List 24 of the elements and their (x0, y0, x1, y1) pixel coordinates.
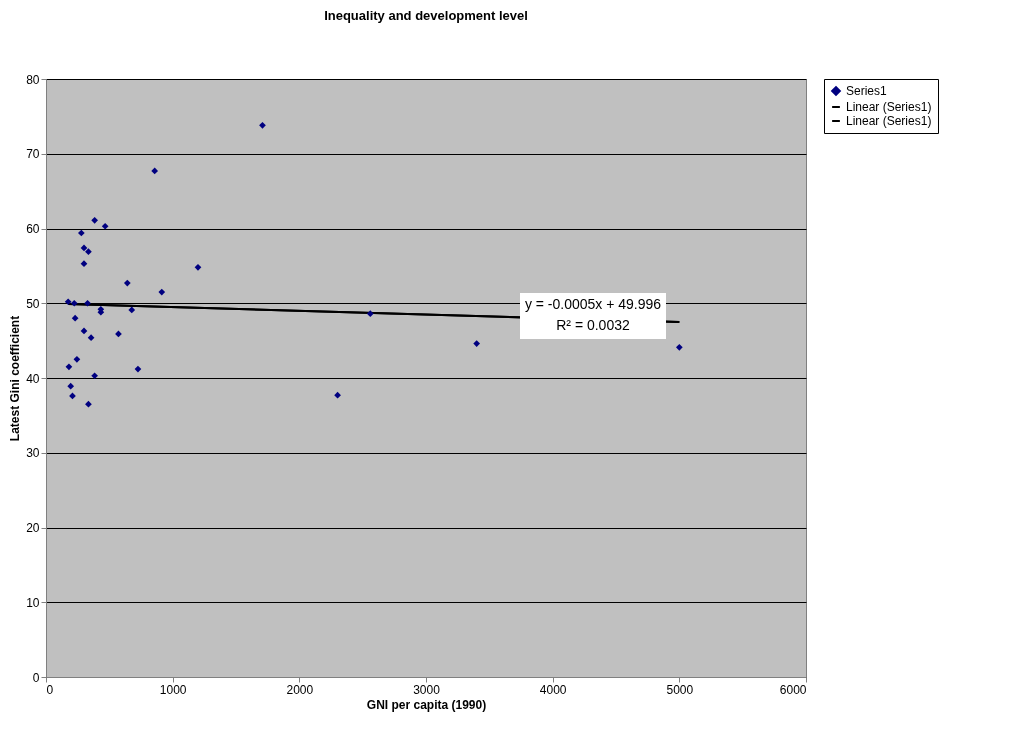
y-tick-label: 30 (26, 446, 40, 461)
y-tick-label: 20 (26, 521, 40, 535)
x-tick-label: 2000 (286, 682, 314, 697)
y-tick-label: 40 (26, 371, 40, 386)
x-tick-label: 6000 (779, 682, 807, 697)
chart-title: Inequality and development level (324, 8, 528, 23)
annotation: R² = 0.0032 (556, 317, 630, 333)
annotation: y = -0.0005x + 49.996 (524, 296, 662, 312)
x-tick-label: 1000 (159, 682, 187, 697)
y-axis-title: Latest Gini coefficient (8, 315, 23, 442)
x-tick-label: 4000 (539, 682, 567, 697)
y-tick-label: 60 (26, 222, 40, 236)
x-tick-label: 5000 (666, 682, 694, 697)
legend-label: Series1 (846, 84, 888, 98)
legend-label: Linear (Series1) (846, 114, 932, 128)
y-tick-label: 50 (26, 296, 40, 311)
y-tick-label: 80 (26, 72, 40, 87)
y-tick-label: 10 (26, 595, 40, 610)
y-tick-label: 70 (26, 147, 40, 162)
y-tick-label: 0 (32, 670, 40, 685)
legend-label: Linear (Series1) (846, 100, 932, 114)
x-axis-title: GNI per capita (1990) (366, 697, 487, 712)
x-tick-label: 0 (46, 682, 54, 697)
x-tick-label: 3000 (413, 682, 441, 697)
